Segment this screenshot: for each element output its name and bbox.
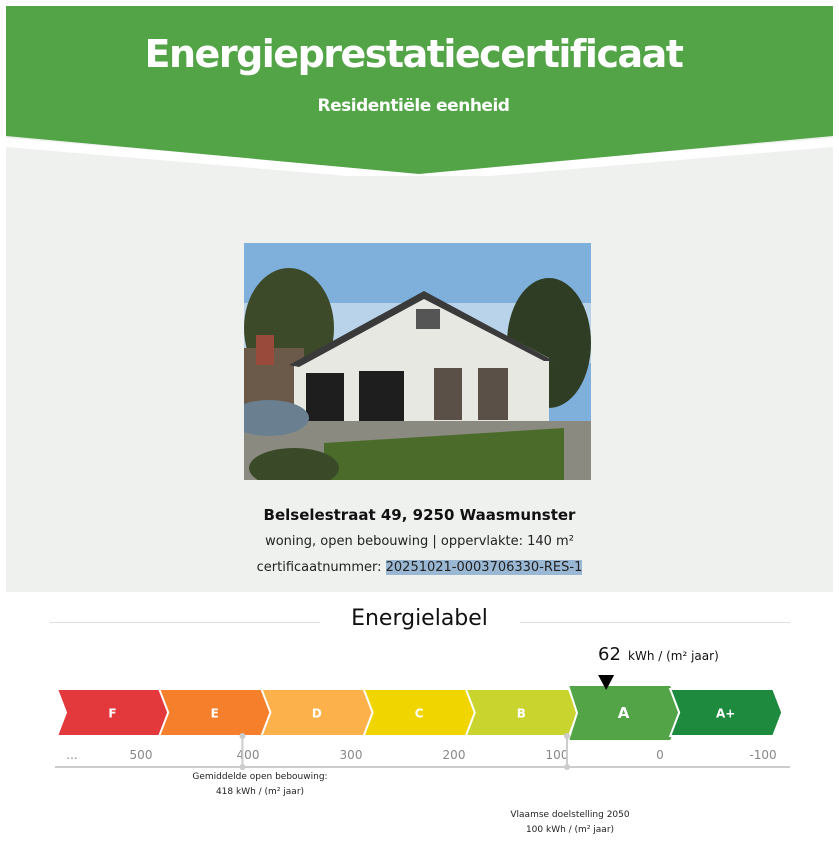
annotation-marker-dot	[564, 764, 570, 770]
energy-value-unit: kWh / (m² jaar)	[628, 649, 719, 663]
annotation-marker-dot	[239, 733, 246, 739]
certificate-number[interactable]: 20251021-0003706330-RES-1	[385, 560, 583, 575]
energy-class-label: F	[108, 707, 116, 721]
certificate-label: certificaatnummer:	[256, 560, 386, 575]
annotation-target-line2: 100 kWh / (m² jaar)	[525, 825, 615, 835]
divider-right	[520, 622, 790, 623]
value-pointer-icon	[598, 675, 615, 690]
axis-tick-label: 500	[130, 748, 153, 762]
annotation-target-line1: Vlaamse doelstelling 2050	[510, 810, 630, 820]
energy-value: 62	[598, 644, 621, 665]
axis-tick-label: ...	[66, 748, 77, 762]
page-title: Energieprestatiecertificaat	[144, 32, 684, 76]
certificate-number-row: certificaatnummer: 20251021-0003706330-R…	[6, 560, 833, 575]
annotation-marker-dot	[564, 733, 570, 739]
property-address: Belselestraat 49, 9250 Waasmunster	[263, 506, 576, 524]
energy-class-a-plus	[668, 688, 784, 737]
annotation-average: Gemiddelde open bebouwing: 418 kWh / (m² …	[170, 770, 350, 800]
divider-left	[50, 622, 320, 623]
header-banner	[6, 6, 833, 176]
annotation-average-line1: Gemiddelde open bebouwing:	[192, 772, 328, 782]
axis-tick-label: 100	[546, 748, 569, 762]
energy-class-label: E	[211, 707, 219, 721]
axis-tick-label: 0	[656, 748, 664, 762]
annotation-marker-dot	[239, 764, 246, 770]
energy-class-a	[566, 684, 682, 742]
axis-tick-label: 300	[340, 748, 363, 762]
energy-label-heading: Energielabel	[351, 606, 488, 631]
house-photo	[244, 243, 591, 480]
energy-label-chart: F E D C B A A+... 500 400 300 200 100 0 -100 62 kWh / (…	[55, 644, 790, 770]
energy-class-label: D	[312, 707, 322, 721]
annotation-average-line2: 418 kWh / (m² jaar)	[215, 787, 305, 797]
axis-tick-label: 200	[443, 748, 466, 762]
axis-tick-label: -100	[749, 748, 776, 762]
property-info: Belselestraat 49, 9250 Waasmunster wonin…	[6, 487, 833, 592]
property-type: woning, open bebouwing | oppervlakte: 14…	[265, 534, 574, 549]
energy-class-label: B	[517, 707, 526, 721]
annotation-target-2050: Vlaamse doelstelling 2050 100 kWh / (m² j…	[490, 808, 650, 838]
energy-class-label: C	[415, 707, 424, 721]
axis-tick-label: 400	[237, 748, 260, 762]
energy-class-label: A+	[716, 707, 735, 721]
energy-class-label: A	[618, 704, 630, 722]
page-subtitle: Residentiële eenheid	[317, 96, 510, 116]
